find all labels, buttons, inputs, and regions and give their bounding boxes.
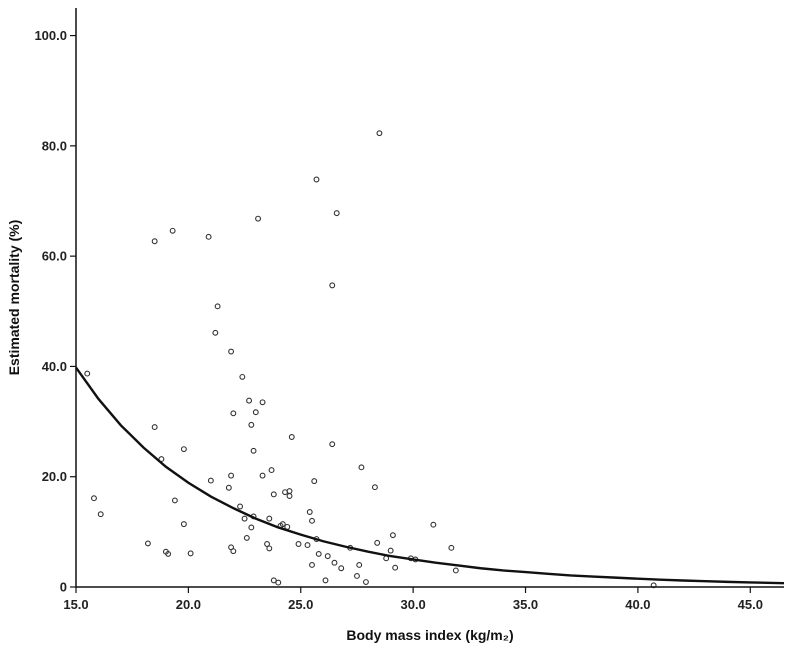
data-point	[266, 515, 273, 522]
data-point	[356, 561, 363, 568]
y-tick-label: 60.0	[42, 249, 67, 264]
data-point	[228, 472, 235, 479]
data-point	[306, 509, 313, 515]
data-points	[84, 130, 657, 589]
y-tick-label: 100.0	[34, 28, 67, 43]
data-point	[392, 564, 399, 571]
data-point	[255, 215, 262, 222]
x-tick-label: 20.0	[176, 597, 201, 612]
data-point	[151, 238, 158, 245]
data-point	[207, 477, 214, 484]
data-point	[246, 397, 253, 404]
data-point	[180, 521, 187, 528]
data-point	[331, 559, 338, 566]
data-point	[187, 550, 194, 557]
x-tick-label: 15.0	[63, 597, 88, 612]
y-tick-label: 0	[60, 580, 67, 595]
data-point	[241, 515, 248, 522]
x-tick-label: 25.0	[288, 597, 313, 612]
data-point	[151, 424, 158, 431]
data-point	[387, 547, 394, 554]
data-point	[264, 541, 270, 547]
data-point	[376, 130, 383, 137]
data-point	[275, 579, 282, 586]
data-point	[324, 553, 331, 560]
data-point	[315, 550, 322, 557]
data-point	[270, 577, 277, 584]
data-point	[84, 370, 91, 377]
data-point	[250, 447, 257, 454]
data-point	[228, 348, 235, 355]
data-point	[248, 421, 255, 428]
data-point	[329, 441, 336, 448]
x-tick-label: 45.0	[738, 597, 763, 612]
data-point	[286, 488, 293, 495]
data-point	[91, 495, 97, 502]
data-point	[309, 561, 315, 568]
data-point	[259, 399, 266, 406]
data-point	[230, 548, 237, 555]
data-point	[354, 573, 360, 579]
data-point	[329, 282, 336, 289]
x-tick-label: 40.0	[625, 597, 650, 612]
x-tick-label: 30.0	[400, 597, 425, 612]
data-point	[268, 467, 275, 474]
data-point	[448, 544, 455, 551]
data-point	[389, 532, 396, 539]
data-point	[97, 511, 104, 518]
y-tick-label: 80.0	[42, 138, 67, 153]
data-point	[252, 409, 259, 416]
data-point	[295, 541, 302, 547]
data-point	[169, 227, 176, 234]
data-point	[266, 545, 273, 552]
data-point	[243, 534, 250, 541]
data-point	[338, 565, 345, 572]
x-tick-label: 35.0	[513, 597, 538, 612]
data-point	[430, 521, 437, 528]
data-point	[371, 484, 378, 491]
data-point	[362, 579, 369, 585]
data-point	[214, 303, 221, 310]
data-point	[230, 410, 237, 417]
axis-ticks: 15.0 20.0 25.0 30.0 35.0 40.0 45.0 0 20.0 40.0 60.…	[34, 28, 762, 612]
y-tick-label: 20.0	[42, 469, 67, 484]
data-point	[180, 446, 187, 453]
data-point	[452, 567, 459, 574]
fit-curve	[75, 366, 785, 585]
data-point	[309, 517, 315, 524]
data-point	[333, 210, 340, 217]
data-point	[304, 542, 311, 549]
data-point	[270, 491, 277, 498]
data-point	[212, 329, 219, 336]
x-axis-title: Body mass index (kg/m₂)	[346, 627, 513, 643]
data-point	[322, 577, 329, 584]
data-point	[248, 524, 255, 531]
data-point	[259, 472, 266, 479]
data-point	[205, 233, 212, 240]
y-axis-title: Estimated mortality (%)	[6, 220, 22, 376]
y-tick-label: 40.0	[42, 359, 67, 374]
data-point	[165, 550, 172, 557]
data-point	[286, 493, 293, 499]
data-point	[144, 540, 151, 547]
data-point	[279, 521, 286, 528]
data-point	[288, 434, 295, 440]
data-point	[171, 497, 178, 504]
data-point	[374, 539, 381, 546]
data-point	[237, 503, 244, 510]
data-point	[239, 373, 246, 380]
data-point	[313, 176, 320, 183]
data-point	[358, 464, 365, 471]
data-point	[225, 484, 232, 491]
data-point	[311, 478, 318, 485]
